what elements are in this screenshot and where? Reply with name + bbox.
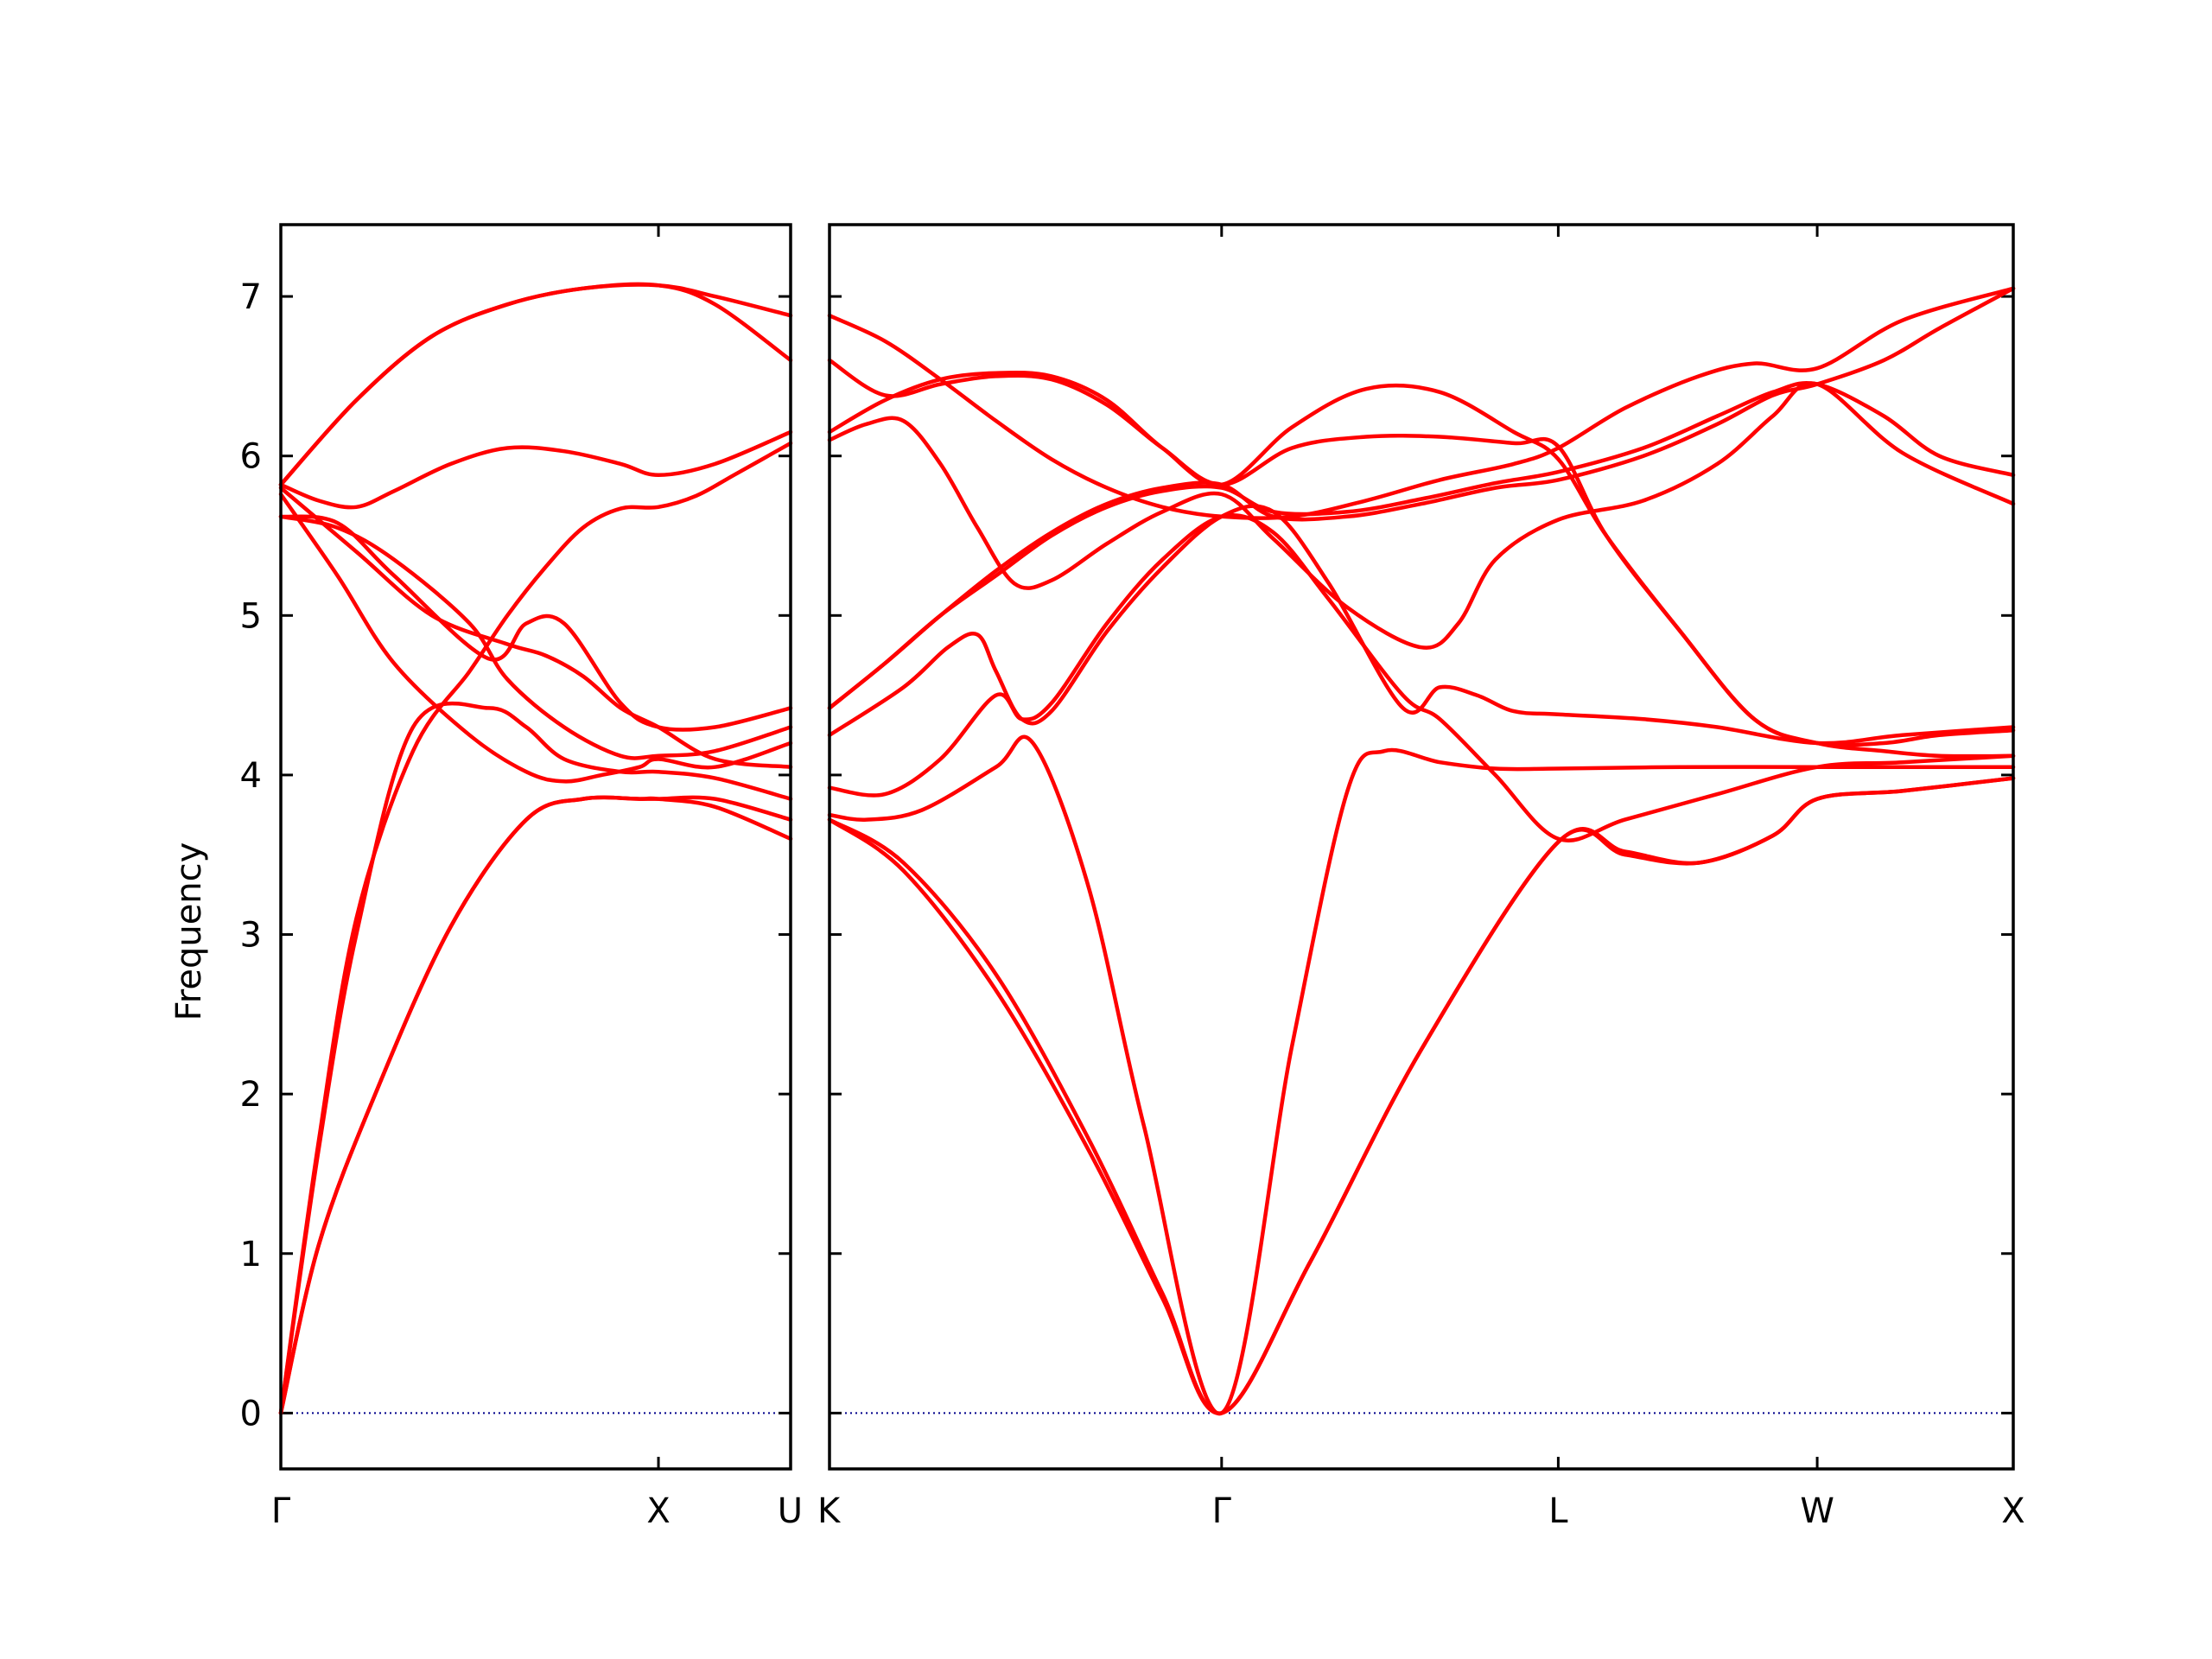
band-line — [827, 380, 2016, 710]
band-line — [278, 283, 793, 487]
band-line — [827, 358, 2016, 759]
x-tick-label: U — [778, 1491, 803, 1531]
band-line — [278, 282, 793, 487]
panel-gamma-x-u: Γ X U 0 1 2 3 4 5 6 7 — [240, 223, 803, 1531]
y-tick-label: 0 — [240, 1394, 262, 1433]
y-tick-label: 6 — [240, 437, 262, 477]
band-line — [827, 286, 2016, 710]
x-tick-label: X — [646, 1491, 670, 1531]
x-tick-label: Γ — [1212, 1491, 1232, 1531]
band-line — [278, 486, 793, 769]
x-tick-label: K — [817, 1491, 842, 1531]
band-line — [827, 381, 2016, 650]
y-tick-label: 7 — [240, 277, 262, 317]
band-line — [278, 514, 793, 732]
band-line — [827, 776, 2016, 1415]
x-tick-label: Γ — [271, 1491, 291, 1531]
x-tick-label: L — [1548, 1491, 1568, 1531]
band-line — [827, 286, 2016, 520]
x-tick-label: X — [2001, 1491, 2024, 1531]
plot-frame — [828, 223, 2015, 1471]
band-line — [278, 492, 793, 784]
y-tick-label: 4 — [240, 756, 262, 796]
band-line — [278, 441, 793, 1415]
plot-frame — [279, 223, 792, 1471]
band-line — [278, 795, 793, 1415]
band-line — [278, 429, 793, 510]
y-tick-label: 3 — [240, 916, 262, 956]
y-axis-label: Frequency — [169, 842, 209, 1021]
band-line — [827, 504, 2016, 746]
band-line — [278, 514, 793, 760]
band-line — [827, 776, 2016, 1415]
band-line — [278, 795, 793, 1415]
y-tick-label: 5 — [240, 596, 262, 636]
y-tick-label: 1 — [240, 1235, 262, 1274]
band-line — [827, 734, 2016, 1416]
y-tick-label: 2 — [240, 1075, 262, 1115]
x-tick-label: W — [1800, 1491, 1834, 1531]
band-line — [827, 512, 2016, 842]
